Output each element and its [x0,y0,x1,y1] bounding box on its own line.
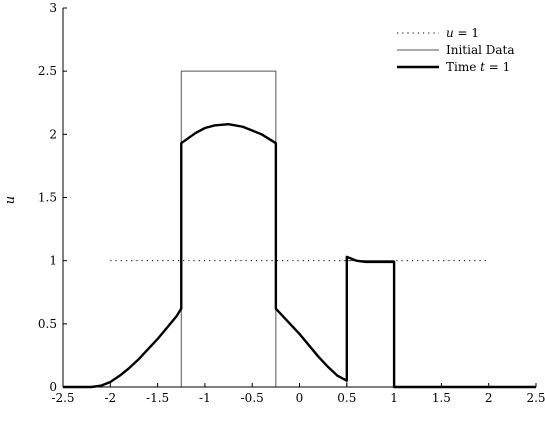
y-tick-label: 0.5 [38,317,57,331]
y-tick-label: 0 [49,380,57,394]
y-tick-label: 3 [49,1,57,15]
y-tick-label: 2.5 [38,64,57,78]
legend-label: Time t = 1 [446,60,510,74]
y-tick-label: 2 [49,127,57,141]
legend: u = 1 Initial Data Time t = 1 [397,26,515,74]
series-line-thick [63,123,536,389]
x-tick-label: -1 [199,391,211,405]
plot-area [63,8,536,387]
x-tick-label: 0.5 [337,391,356,405]
legend-label-suffix: = 1 [485,60,510,74]
legend-label-prefix: Initial Data [446,43,515,57]
legend-label: u = 1 [446,26,479,40]
y-axis-label: u [3,196,18,204]
x-tick-label: -2.5 [51,391,74,405]
x-tick-label: -1.5 [146,391,169,405]
x-tick-label: 1 [390,391,398,405]
legend-label-suffix: = 1 [454,26,479,40]
legend-label-variable: t [480,60,485,74]
x-ticks: -2.5 -2 -1.5 -1 -0.5 0 0.5 1 1.5 2 2.5 [51,383,545,405]
x-tick-label: 2.5 [526,391,545,405]
y-tick-label: 1 [49,254,57,268]
legend-label-variable: u [446,26,454,40]
x-tick-label: 0 [296,391,304,405]
x-tick-label: 1.5 [432,391,451,405]
y-ticks: 0 0.5 1 1.5 2 2.5 3 [38,1,67,394]
plot-background [63,8,536,387]
x-tick-label: -0.5 [241,391,264,405]
y-tick-label: 1.5 [38,191,57,205]
x-tick-label: -2 [104,391,116,405]
legend-label-prefix: Time [446,60,480,74]
legend-label: Initial Data [446,43,515,57]
x-tick-label: 2 [485,391,493,405]
